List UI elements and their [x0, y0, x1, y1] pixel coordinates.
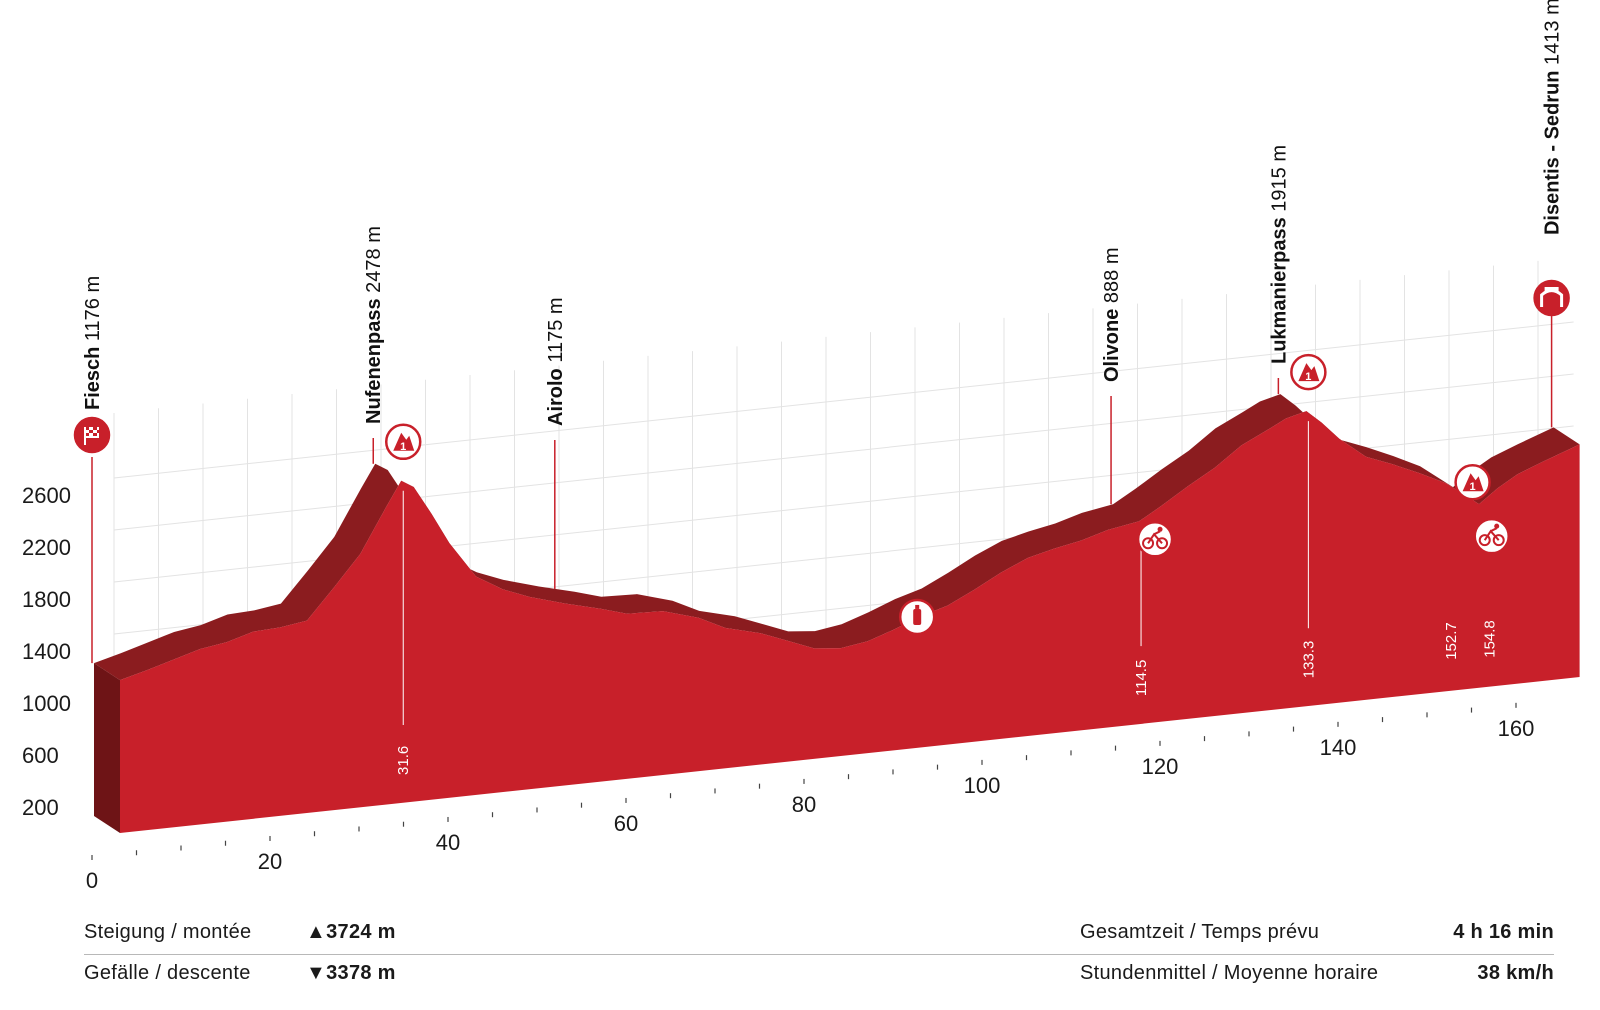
- y-tick-label: 200: [22, 795, 59, 820]
- checkered-flag-icon: [73, 416, 111, 454]
- profile-side-face: [94, 663, 120, 833]
- mountain-cat-1-icon: 1: [1454, 463, 1491, 501]
- category-number: 1: [1305, 371, 1311, 383]
- x-tick-label: 160: [1498, 716, 1535, 741]
- climb-label: Steigung / montée: [84, 921, 252, 943]
- km-marker-label: 133.3: [1300, 641, 1317, 679]
- x-tick-label: 40: [436, 830, 460, 855]
- wheel-glyph: [1142, 537, 1155, 550]
- place-name: Airolo: [545, 368, 567, 426]
- km-marker-label: 152.7: [1443, 622, 1460, 660]
- mountain-glyph: [393, 432, 415, 451]
- place-label: Fiesch 1176 m: [82, 276, 104, 410]
- x-tick-label: 140: [1320, 735, 1357, 760]
- place-name: Nufenenpass: [363, 298, 385, 424]
- grid-line-horizontal: [113, 321, 1574, 479]
- sprint-bike-icon: [1136, 521, 1174, 558]
- feed-bottle-icon: [898, 598, 936, 636]
- wheel-glyph: [1478, 534, 1491, 547]
- x-tick-label: 20: [258, 849, 282, 874]
- stats-row-1: Steigung / montée ▲3724 m Gesamtzeit / T…: [84, 914, 1554, 955]
- speed-value: 38 km/h: [1477, 962, 1554, 984]
- place-elevation: 2478 m: [363, 226, 385, 298]
- km-marker-label: 31.6: [395, 746, 412, 775]
- chart-axes: 200 600 1000 1400 1800 2200 2600 0 20 40 60 80 100 12…: [22, 483, 1534, 893]
- stage-stats: Steigung / montée ▲3724 m Gesamtzeit / T…: [84, 914, 1554, 995]
- rider-head-glyph: [1494, 523, 1500, 529]
- bottle-cap-glyph: [915, 604, 920, 609]
- profile-front-face: [120, 411, 1580, 833]
- finish-arch-icon: [1533, 279, 1570, 317]
- flag-check-glyph: [85, 427, 99, 436]
- place-label: Airolo 1175 m: [545, 297, 567, 426]
- y-tick-label: 1800: [22, 587, 71, 612]
- mountain-glyph: [1462, 473, 1484, 492]
- x-tick-label: 0: [86, 868, 98, 893]
- bottle-glyph: [913, 608, 922, 625]
- wheel-glyph: [1156, 537, 1169, 550]
- speed-label: Stundenmittel / Moyenne horaire: [1080, 962, 1379, 984]
- place-name: Lukmanierpass: [1268, 217, 1290, 364]
- place-label: Nufenenpass 2478 m: [363, 226, 385, 424]
- finish-arch-icon-ring: [1533, 279, 1570, 317]
- elevation-area: [94, 394, 1580, 833]
- rider-head-glyph: [1157, 526, 1163, 532]
- place-name: Disentis - Sedrun: [1542, 71, 1564, 235]
- place-elevation: 888 m: [1101, 247, 1123, 308]
- mountain-glyph: [1298, 363, 1320, 382]
- place-label: Disentis - Sedrun 1413 m: [1542, 0, 1564, 235]
- place-elevation: 1176 m: [82, 276, 104, 347]
- y-tick-label: 2200: [22, 535, 71, 560]
- sprint-bike-icon: [1473, 517, 1510, 555]
- y-tick-label: 600: [22, 743, 59, 768]
- time-value: 4 h 16 min: [1453, 921, 1554, 943]
- category-number: 1: [400, 441, 406, 453]
- stats-row-2: Gefälle / descente ▼3378 m Stundenmittel…: [84, 955, 1554, 995]
- frame-glyph: [1147, 530, 1163, 544]
- x-tick-label: 60: [614, 811, 638, 836]
- x-tick-label: 120: [1142, 754, 1179, 779]
- place-label: Olivone 888 m: [1101, 247, 1123, 382]
- x-tick-label: 80: [792, 792, 816, 817]
- y-tick-label: 1400: [22, 639, 71, 664]
- category-number: 1: [1470, 481, 1476, 493]
- profile-icons: 1 1 1: [73, 279, 1570, 636]
- km-marker-label: 114.5: [1133, 660, 1150, 696]
- descent-value: ▼3378 m: [306, 962, 396, 984]
- y-tick-label: 1000: [22, 691, 71, 716]
- arch-banner-glyph: [1544, 287, 1559, 291]
- place-name: Fiesch: [82, 347, 104, 410]
- place-elevation: 1175 m: [545, 297, 567, 368]
- wheel-glyph: [1492, 534, 1505, 547]
- y-tick-label: 2600: [22, 483, 71, 508]
- place-name: Olivone: [1101, 309, 1123, 382]
- km-marker-label: 154.8: [1482, 620, 1499, 658]
- sprint-bike-icon-ring: [1473, 517, 1510, 555]
- place-label: Lukmanierpass 1915 m: [1268, 145, 1290, 364]
- x-tick-label: 100: [964, 773, 1001, 798]
- descent-label: Gefälle / descente: [84, 962, 251, 984]
- place-elevation: 1915 m: [1268, 145, 1290, 217]
- climb-value: ▲3724 m: [306, 921, 396, 943]
- frame-glyph: [1483, 527, 1500, 541]
- mountain-cat-1-icon: 1: [1290, 353, 1327, 391]
- mountain-cat-1-icon: 1: [384, 423, 422, 461]
- profile-ridge: [94, 394, 1580, 681]
- sprint-bike-icon-ring: [1136, 521, 1174, 558]
- time-label: Gesamtzeit / Temps prévu: [1080, 921, 1320, 943]
- place-elevation: 1413 m: [1542, 0, 1564, 71]
